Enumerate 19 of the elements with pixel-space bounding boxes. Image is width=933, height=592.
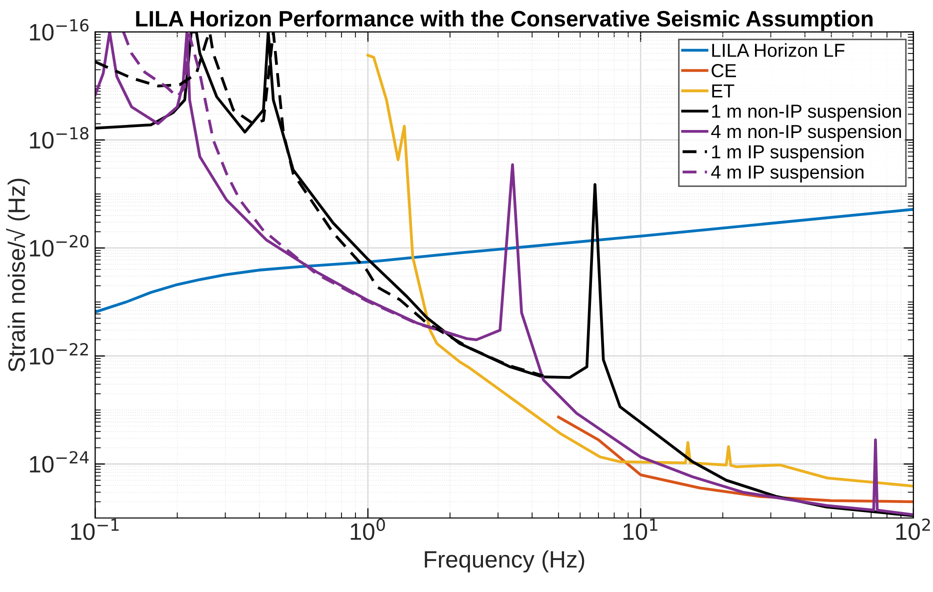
legend-label: 4 m non-IP suspension <box>711 124 901 142</box>
legend-label: LILA Horizon LF <box>712 43 844 57</box>
legend-label: 1 m non-IP suspension <box>712 104 901 122</box>
chart-title: LILA Horizon Performance with the Conservative Seismic Assumption <box>136 10 873 32</box>
y-tick-label: 10$^{−16}$ <box>30 19 89 41</box>
y-tick-label: 10$^{−18}$ <box>30 127 88 149</box>
y-axis-title: Strain noise/√ (Hz) <box>6 178 30 372</box>
x-axis-title: Frequency (Hz) <box>424 550 584 572</box>
y-tick-label: 10$^{−24}$ <box>30 451 89 473</box>
y-tick-label: 10$^{−20}$ <box>30 235 88 257</box>
x-tick-label: 10$^{2}$ <box>896 518 930 540</box>
legend-label: 4 m IP suspension <box>711 164 864 182</box>
legend-label: CE <box>712 64 736 78</box>
x-tick-label: 10$^{−1}$ <box>71 518 119 540</box>
y-tick-label: 10$^{−22}$ <box>30 343 88 365</box>
x-tick-label: 10$^{1}$ <box>624 518 658 540</box>
legend-label: 1 m IP suspension <box>712 144 864 162</box>
legend-label: ET <box>712 84 734 98</box>
x-tick-label: 10$^{0}$ <box>350 518 385 540</box>
